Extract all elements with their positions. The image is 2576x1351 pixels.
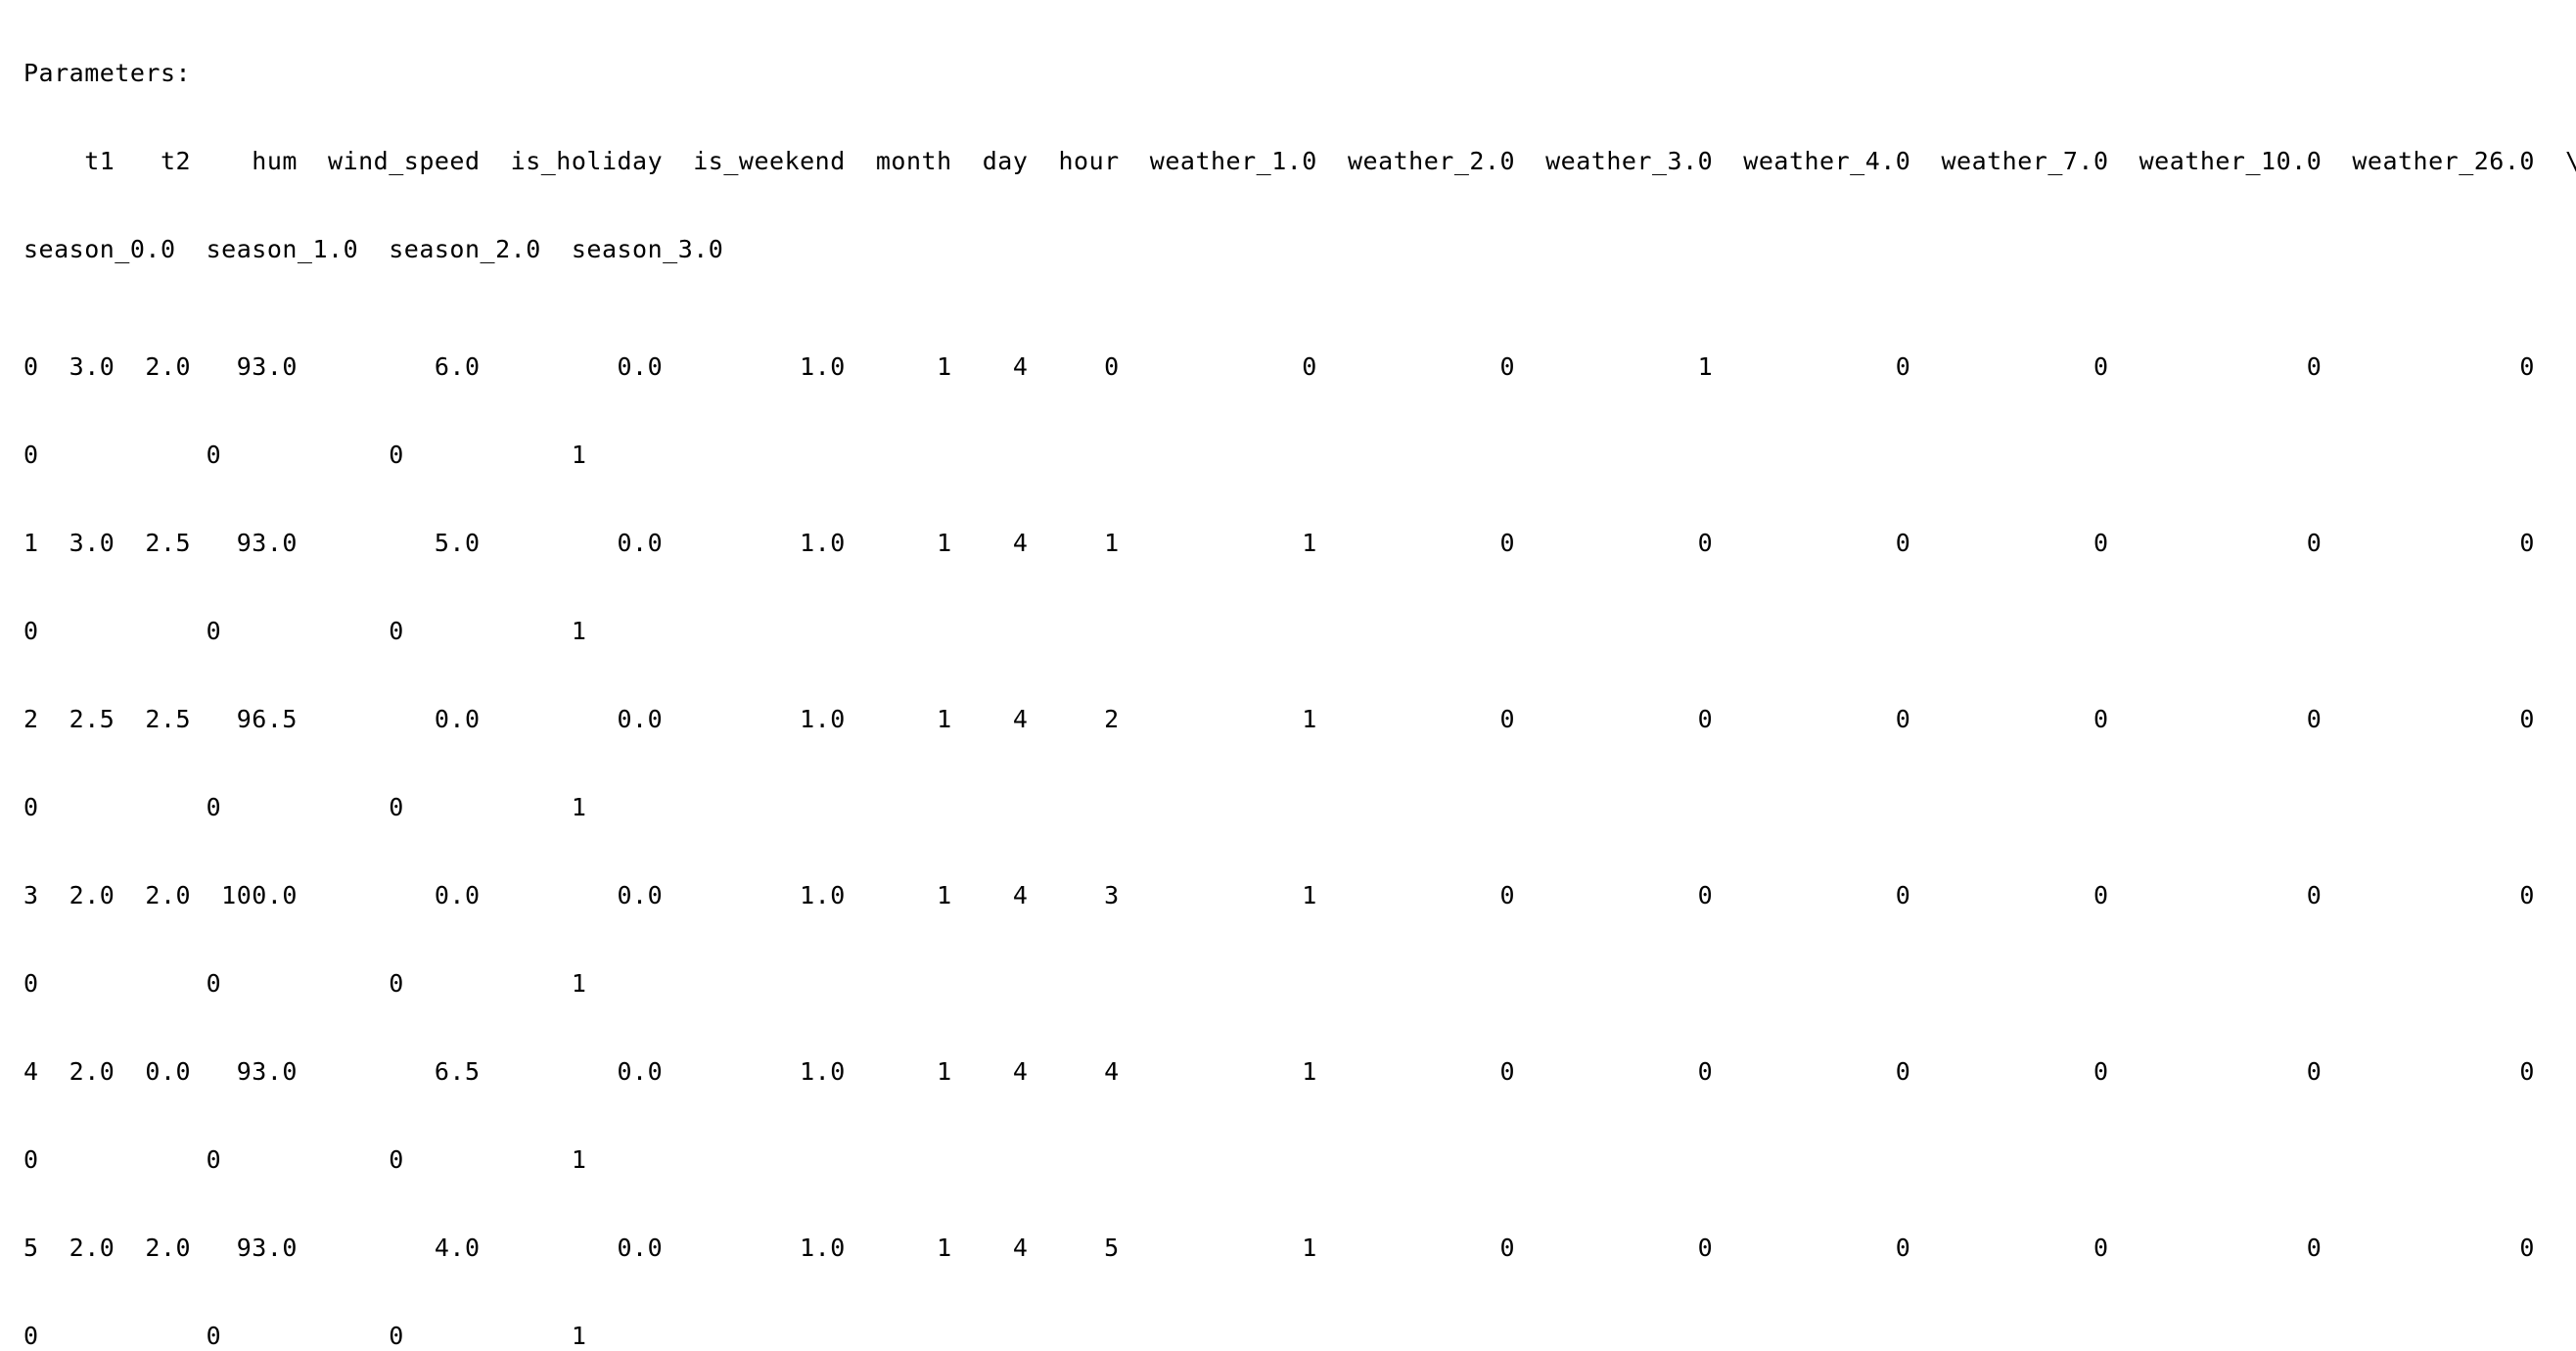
table-header-line-1: t1 t2 hum wind_speed is_holiday is_weeke… xyxy=(23,147,2576,175)
table-row-line: 3 2.0 2.0 100.0 0.0 0.0 1.0 1 4 3 1 0 0 … xyxy=(23,881,2576,909)
console-heading: Parameters: xyxy=(23,59,192,87)
table-row-continuation: 0 0 0 1 xyxy=(23,969,618,998)
table-row-line: 1 3.0 2.5 93.0 5.0 0.0 1.0 1 4 1 1 0 0 0… xyxy=(23,529,2576,557)
table-row-line: 4 2.0 0.0 93.0 6.5 0.0 1.0 1 4 4 1 0 0 0… xyxy=(23,1057,2576,1086)
table-row-line: 5 2.0 2.0 93.0 4.0 0.0 1.0 1 4 5 1 0 0 0… xyxy=(23,1234,2576,1262)
table-row-continuation: 0 0 0 1 xyxy=(23,1322,618,1350)
console-output: Parameters: t1 t2 hum wind_speed is_holi… xyxy=(23,0,2576,1351)
table-row-line: 0 3.0 2.0 93.0 6.0 0.0 1.0 1 4 0 0 0 1 0… xyxy=(23,352,2576,381)
table-row-continuation: 0 0 0 1 xyxy=(23,1145,618,1174)
table-row-line: 2 2.5 2.5 96.5 0.0 0.0 1.0 1 4 2 1 0 0 0… xyxy=(23,705,2576,733)
table-row-continuation: 0 0 0 1 xyxy=(23,441,618,469)
table-header-line-2: season_0.0 season_1.0 season_2.0 season_… xyxy=(23,235,755,263)
table-row-continuation: 0 0 0 1 xyxy=(23,617,618,645)
table-row-continuation: 0 0 0 1 xyxy=(23,793,618,821)
